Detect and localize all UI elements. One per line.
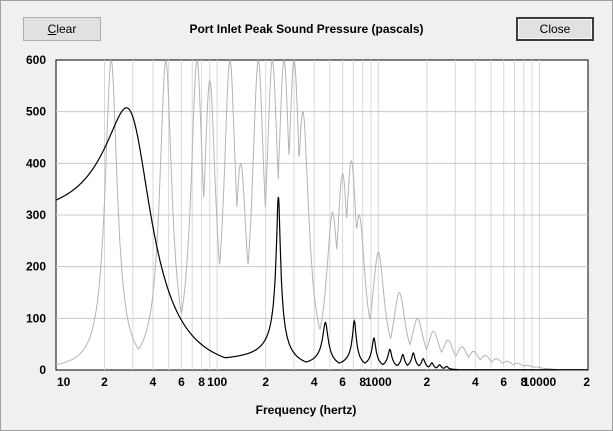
series-gray (55, 58, 588, 371)
x-axis-label: Frequency (hertz) (256, 403, 357, 417)
x-tick-label: 4 (311, 375, 318, 389)
x-tick-label: 8 (521, 375, 528, 389)
grid (56, 60, 588, 370)
x-tick-label: 6 (178, 375, 185, 389)
x-tick-label: 10 (57, 375, 71, 389)
x-tick-label: 6 (339, 375, 346, 389)
y-tick-label: 200 (26, 260, 46, 274)
x-tick-label: 2 (101, 375, 108, 389)
y-tick-labels: 0 100 200 300 400 500 600 (26, 53, 46, 377)
x-tick-label: 2 (583, 375, 590, 389)
x-tick-label: 2 (262, 375, 269, 389)
x-tick-label: 4 (150, 375, 157, 389)
x-tick-label: 100 (207, 375, 227, 389)
x-tick-label: 6 (500, 375, 507, 389)
clear-button-mnemonic: C (47, 22, 57, 36)
y-tick-label: 300 (26, 208, 46, 222)
x-tick-label: 8 (198, 375, 205, 389)
y-tick-label: 100 (26, 311, 46, 325)
x-tick-label: 1000 (365, 375, 392, 389)
y-tick-label: 400 (26, 156, 46, 170)
y-tick-label: 0 (39, 363, 46, 377)
y-tick-label: 500 (26, 105, 46, 119)
x-tick-label: 2 (423, 375, 430, 389)
close-button[interactable]: Close (516, 17, 594, 41)
clear-button-label: lear (56, 22, 77, 36)
y-tick-label: 600 (26, 53, 46, 67)
series-gray-line (55, 58, 588, 371)
x-tick-label: 4 (472, 375, 479, 389)
x-tick-label: 8 (359, 375, 366, 389)
chart-title: Port Inlet Peak Sound Pressure (pascals) (189, 22, 424, 36)
x-tick-label: 10000 (523, 375, 557, 389)
close-button-label: Close (539, 22, 571, 36)
series-black (55, 107, 588, 371)
series-black-line (55, 107, 588, 371)
